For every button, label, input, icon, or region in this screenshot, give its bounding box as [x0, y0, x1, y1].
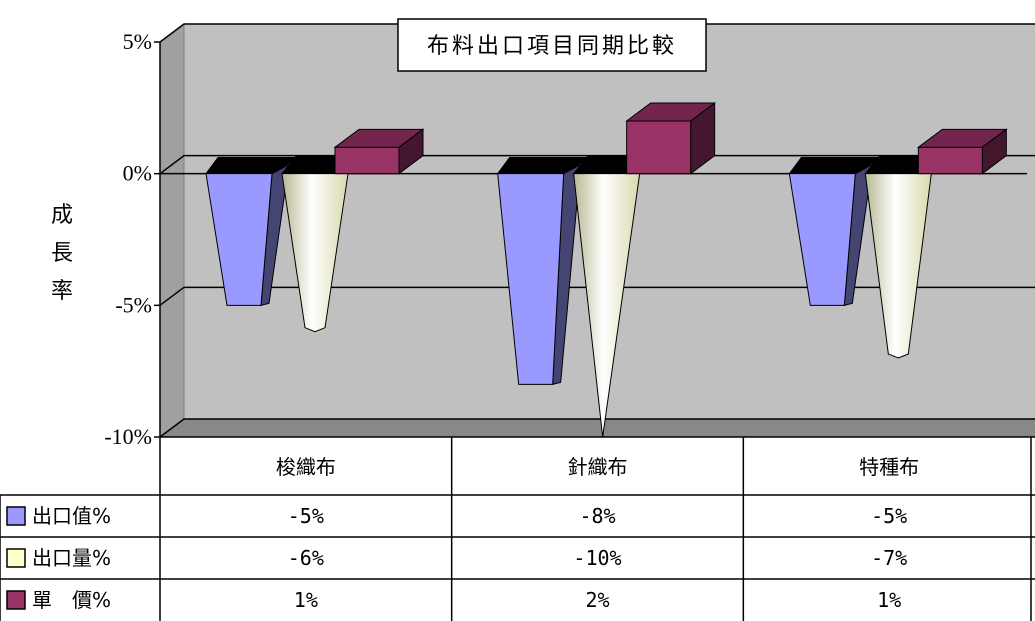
gridline: [159, 23, 1035, 43]
data-label: 2%: [585, 588, 609, 612]
axes: [154, 41, 161, 438]
y-axis-label-char: 長: [51, 241, 73, 266]
legend-swatch: [6, 548, 26, 568]
legend-label: 出口量%: [32, 546, 111, 570]
y-tick-labels: 5% 0% -5% -10%: [104, 29, 152, 449]
chart-title: 布料出口項目同期比較: [397, 18, 707, 72]
legend-swatch: [6, 506, 26, 526]
bar-出口值%: [205, 173, 273, 306]
y-axis-label: 成長率: [51, 203, 73, 304]
data-label: -6%: [288, 546, 324, 570]
data-label: 1%: [877, 588, 901, 612]
bar-出口值%: [788, 173, 856, 306]
bar-單 價%: [334, 146, 400, 175]
y-axis-label-char: 成: [51, 203, 73, 228]
data-label: -5%: [871, 504, 907, 528]
gridline: [159, 418, 1035, 438]
data-label: -7%: [871, 546, 907, 570]
title-box: [397, 18, 707, 72]
legend-swatch: [6, 590, 26, 610]
y-tick-label: -5%: [115, 292, 152, 317]
legend-label: 單 價%: [32, 588, 111, 612]
category-label: 針織布: [568, 455, 628, 479]
category-label: 梭織布: [276, 455, 336, 479]
gridline: [159, 154, 1035, 175]
bar-出口值%: [497, 173, 565, 385]
data-label: -10%: [573, 546, 621, 570]
y-axis-label-char: 率: [51, 279, 73, 304]
y-tick-label: 0%: [123, 161, 152, 186]
gridline: [159, 286, 1035, 306]
data-label: -8%: [579, 504, 615, 528]
y-tick-label: -10%: [104, 424, 152, 449]
bar-單 價%: [917, 146, 983, 175]
title-text: 布料出口項目同期比較: [427, 34, 677, 59]
category-label: 特種布: [859, 455, 919, 479]
bar-單 價%: [626, 120, 692, 175]
cone-出口量%: [573, 173, 641, 438]
data-label: -5%: [288, 504, 324, 528]
chart-marks: [205, 102, 1008, 438]
side-wall: [159, 23, 185, 438]
y-tick-label: 5%: [123, 29, 152, 54]
legend-label: 出口值%: [32, 504, 111, 528]
floor: [158, 418, 1035, 438]
data-label: 1%: [294, 588, 318, 612]
